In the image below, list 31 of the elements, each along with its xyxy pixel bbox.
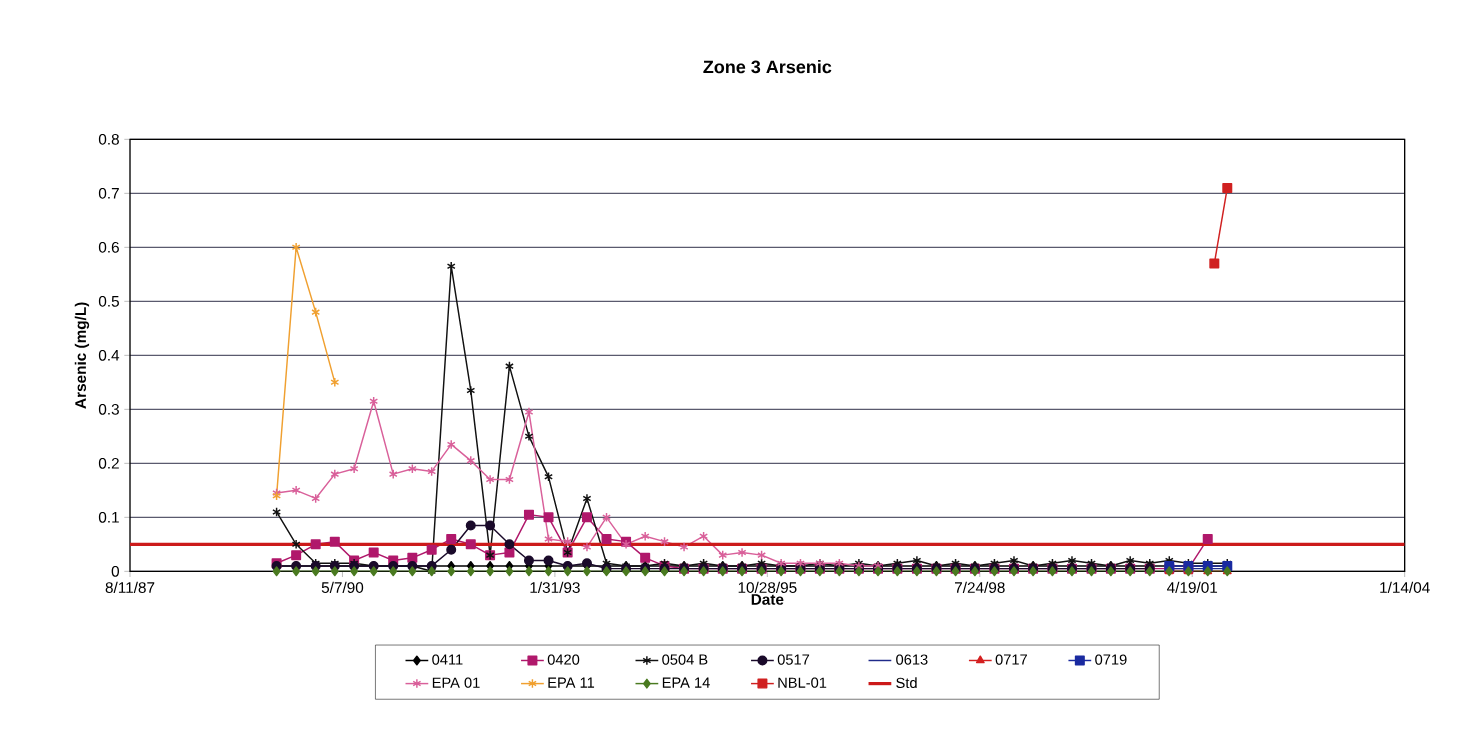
x-tick-label: 5/7/90 (321, 581, 364, 593)
y-tick-label: 0.6 (98, 241, 119, 253)
legend-label: 0504 B (662, 654, 708, 665)
legend-label: 0420 (547, 654, 580, 665)
y-tick-label: 0.4 (98, 349, 120, 361)
x-tick-label: 1/14/04 (1380, 581, 1430, 593)
y-tick-label: 0.8 (98, 133, 119, 145)
x-tick-label: 7/24/98 (955, 581, 1005, 593)
x-tick-label: 1/31/93 (530, 581, 580, 593)
x-tick-label: 4/19/01 (1167, 581, 1218, 593)
legend-label: 0717 (995, 654, 1027, 665)
legend-label: 0517 (777, 654, 810, 665)
y-tick-label: 0 (111, 565, 120, 577)
legend-label: 0411 (432, 654, 463, 665)
legend-label: NBL-01 (778, 677, 827, 688)
legend-label: EPA 11 (548, 677, 595, 688)
chart-title: Zone 3 Arsenic (703, 60, 832, 74)
y-axis-title: Arsenic (mg/L) (74, 302, 90, 409)
legend-label: EPA 14 (662, 677, 710, 688)
legend-label: Std (896, 677, 917, 689)
y-tick-label: 0.5 (98, 295, 119, 307)
legend-label: 0613 (896, 654, 928, 665)
x-axis-title: Date (751, 594, 784, 605)
legend-label: EPA 01 (432, 677, 480, 688)
y-tick-label: 0.3 (98, 403, 119, 415)
y-tick-label: 0.7 (98, 187, 119, 199)
x-tick-label: 10/28/95 (738, 581, 797, 593)
legend-label: 0719 (1095, 654, 1127, 665)
x-tick-label: 8/11/87 (105, 581, 155, 593)
y-tick-label: 0.2 (98, 457, 119, 469)
y-tick-label: 0.1 (98, 511, 119, 523)
